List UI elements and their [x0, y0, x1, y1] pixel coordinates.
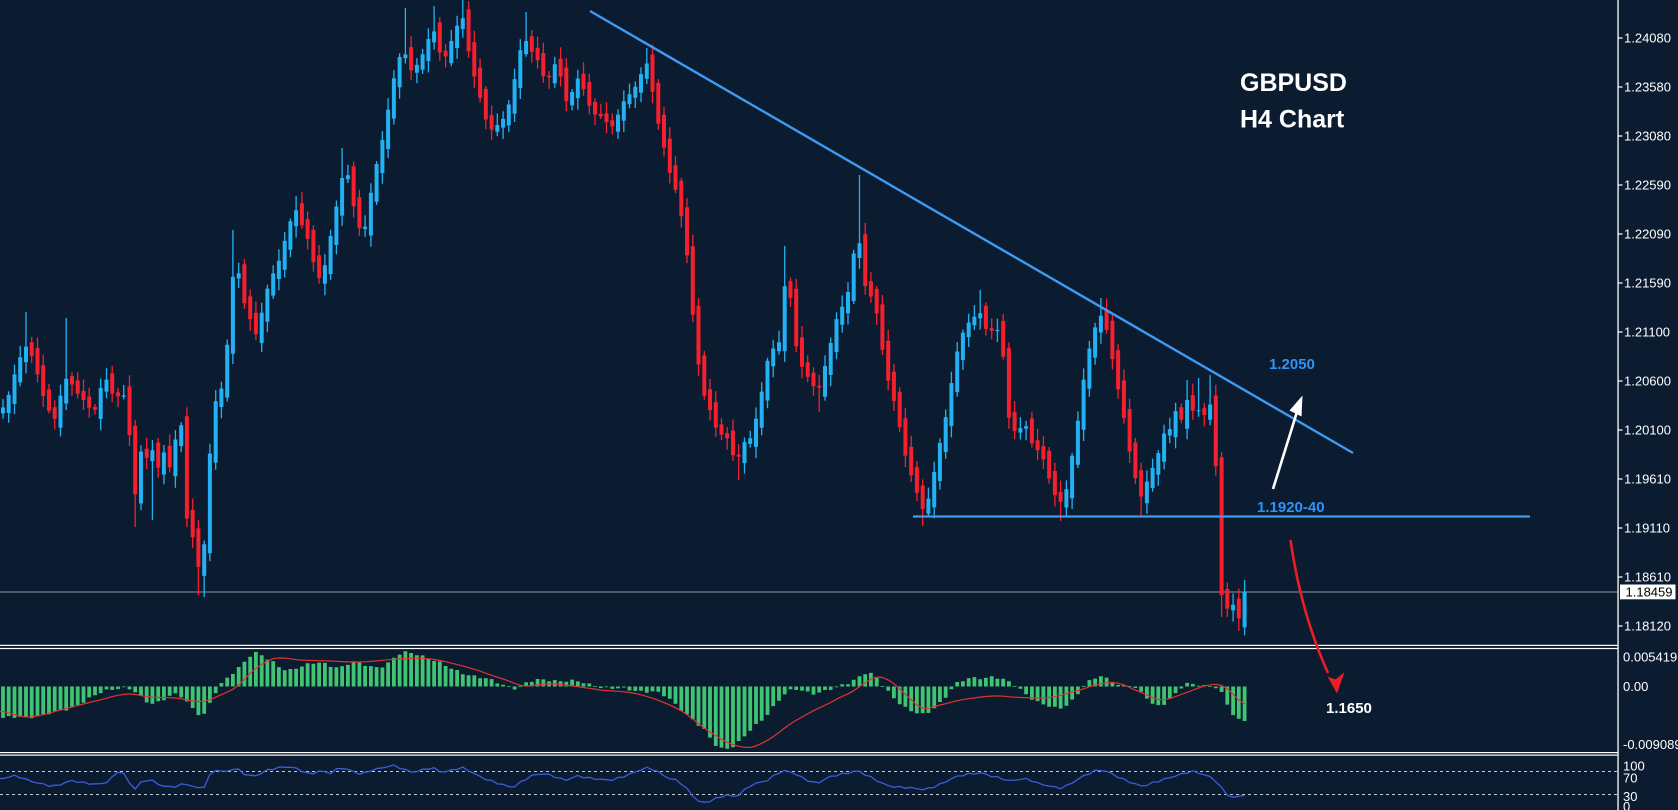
- svg-text:1.1650: 1.1650: [1326, 700, 1372, 717]
- svg-text:0: 0: [1623, 799, 1630, 810]
- svg-text:1.18459: 1.18459: [1626, 585, 1673, 600]
- svg-text:70: 70: [1623, 771, 1637, 786]
- svg-text:1.21590: 1.21590: [1624, 276, 1671, 291]
- svg-text:H4 Chart: H4 Chart: [1240, 106, 1345, 134]
- svg-text:1.22590: 1.22590: [1624, 178, 1671, 193]
- svg-text:-0.009089: -0.009089: [1623, 737, 1678, 752]
- svg-text:1.18610: 1.18610: [1624, 570, 1671, 585]
- svg-text:1.2050: 1.2050: [1269, 356, 1315, 373]
- svg-text:100: 100: [1623, 759, 1645, 774]
- svg-text:1.23580: 1.23580: [1624, 80, 1671, 95]
- svg-text:1.24080: 1.24080: [1624, 31, 1671, 46]
- svg-text:1.20100: 1.20100: [1624, 423, 1671, 438]
- svg-text:30: 30: [1623, 789, 1637, 804]
- svg-text:1.19110: 1.19110: [1624, 521, 1670, 536]
- svg-text:0.005419: 0.005419: [1623, 650, 1677, 665]
- svg-text:GBPUSD: GBPUSD: [1240, 69, 1347, 97]
- svg-text:1.22090: 1.22090: [1624, 227, 1671, 242]
- svg-text:0.00: 0.00: [1623, 679, 1648, 694]
- svg-text:1.18120: 1.18120: [1624, 619, 1671, 634]
- svg-text:1.20600: 1.20600: [1624, 374, 1671, 389]
- svg-text:1.19610: 1.19610: [1624, 472, 1671, 487]
- svg-text:1.21100: 1.21100: [1624, 325, 1670, 340]
- svg-text:1.1920-40: 1.1920-40: [1257, 499, 1325, 516]
- svg-text:1.23080: 1.23080: [1624, 129, 1671, 144]
